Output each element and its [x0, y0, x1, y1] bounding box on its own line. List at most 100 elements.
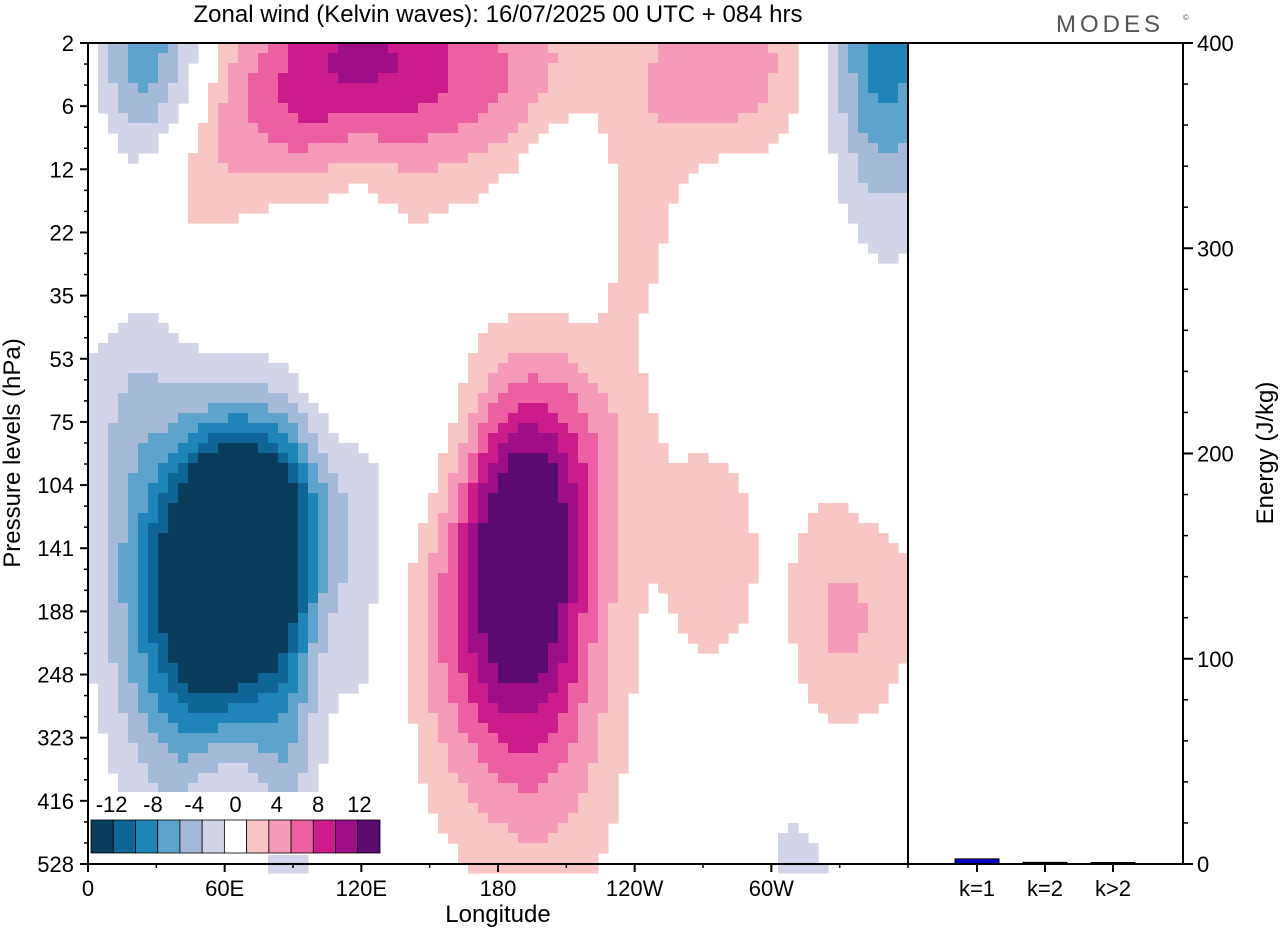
heatmap-cell — [318, 553, 329, 564]
heatmap-cell — [168, 623, 179, 634]
heatmap-cell — [268, 513, 279, 524]
heatmap-cell — [728, 113, 739, 124]
heatmap-cell — [198, 723, 209, 734]
heatmap-cell — [228, 443, 239, 454]
heatmap-cell — [618, 603, 629, 614]
heatmap-cell — [128, 613, 139, 624]
heatmap-cell — [638, 413, 649, 424]
heatmap-cell — [278, 583, 289, 594]
heatmap-cell — [538, 523, 549, 534]
heatmap-cell — [628, 303, 639, 314]
heatmap-cell — [108, 533, 119, 544]
heatmap-cell — [158, 603, 169, 614]
heatmap-cell — [428, 713, 439, 724]
heatmap-cell — [588, 513, 599, 524]
heatmap-cell — [868, 553, 879, 564]
heatmap-cell — [88, 593, 99, 604]
heatmap-cell — [508, 533, 519, 544]
heatmap-cell — [528, 643, 539, 654]
heatmap-cell — [538, 843, 549, 854]
heatmap-cell — [598, 343, 609, 354]
heatmap-cell — [118, 93, 129, 104]
heatmap-cell — [558, 103, 569, 114]
heatmap-cell — [138, 453, 149, 464]
heatmap-cell — [538, 833, 549, 844]
heatmap-cell — [638, 403, 649, 414]
heatmap-cell — [228, 623, 239, 634]
heatmap-cell — [448, 483, 459, 494]
heatmap-cell — [258, 83, 269, 94]
heatmap-cell — [448, 613, 459, 624]
heatmap-cell — [498, 793, 509, 804]
heatmap-cell — [118, 443, 129, 454]
heatmap-cell — [428, 43, 439, 54]
heatmap-cell — [608, 713, 619, 724]
heatmap-cell — [638, 173, 649, 184]
heatmap-cell — [158, 323, 169, 334]
heatmap-cell — [348, 453, 359, 464]
colorbar-swatch — [223, 819, 248, 854]
heatmap-cell — [198, 583, 209, 594]
heatmap-cell — [188, 703, 199, 714]
heatmap-cell — [148, 513, 159, 524]
heatmap-cell — [128, 383, 139, 394]
heatmap-cell — [248, 783, 259, 794]
heatmap-cell — [548, 593, 559, 604]
heatmap-cell — [158, 353, 169, 364]
heatmap-cell — [148, 613, 159, 624]
heatmap-cell — [828, 553, 839, 564]
heatmap-cell — [628, 463, 639, 474]
heatmap-cell — [508, 53, 519, 64]
heatmap-cell — [718, 83, 729, 94]
heatmap-cell — [428, 733, 439, 744]
heatmap-cell — [418, 703, 429, 714]
heatmap-cell — [328, 573, 339, 584]
heatmap-cell — [608, 633, 619, 644]
heatmap-cell — [338, 83, 349, 94]
heatmap-cell — [198, 683, 209, 694]
heatmap-cell — [348, 493, 359, 504]
heatmap-cell — [708, 563, 719, 574]
heatmap-cell — [208, 193, 219, 204]
heatmap-cell — [438, 513, 449, 524]
colorbar-label: -12 — [96, 792, 128, 817]
heatmap-cell — [478, 353, 489, 364]
energy-tick-label: 200 — [1197, 442, 1234, 467]
heatmap-cell — [328, 483, 339, 494]
heatmap-cell — [588, 373, 599, 384]
heatmap-cell — [628, 543, 639, 554]
heatmap-cell — [628, 273, 639, 284]
heatmap-cell — [158, 553, 169, 564]
heatmap-cell — [568, 73, 579, 84]
heatmap-cell — [128, 363, 139, 374]
heatmap-cell — [608, 613, 619, 624]
heatmap-cell — [308, 633, 319, 644]
heatmap-cell — [288, 603, 299, 614]
heatmap-cell — [268, 713, 279, 724]
heatmap-cell — [288, 553, 299, 564]
heatmap-cell — [258, 593, 269, 604]
heatmap-cell — [178, 353, 189, 364]
heatmap-cell — [368, 73, 379, 84]
heatmap-cell — [858, 553, 869, 564]
heatmap-cell — [848, 673, 859, 684]
heatmap-cell — [648, 43, 659, 54]
heatmap-cell — [618, 303, 629, 314]
heatmap-cell — [498, 613, 509, 624]
heatmap-cell — [338, 583, 349, 594]
heatmap-cell — [508, 503, 519, 514]
heatmap-cell — [588, 333, 599, 344]
heatmap-cell — [568, 613, 579, 624]
heatmap-cell — [608, 443, 619, 454]
heatmap-cell — [628, 593, 639, 604]
heatmap-cell — [698, 103, 709, 114]
heatmap-cell — [498, 663, 509, 674]
heatmap-cell — [448, 683, 459, 694]
heatmap-cell — [98, 103, 109, 114]
heatmap-cell — [658, 493, 669, 504]
heatmap-cell — [508, 603, 519, 614]
heatmap-cell — [478, 383, 489, 394]
heatmap-cell — [608, 593, 619, 604]
heatmap-cell — [98, 393, 109, 404]
heatmap-cell — [98, 693, 109, 704]
